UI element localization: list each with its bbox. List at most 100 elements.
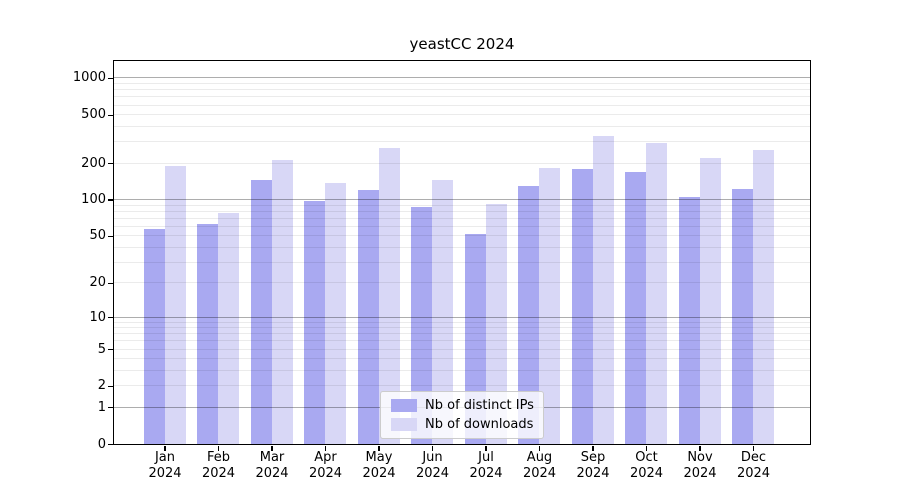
bar-distinct-ips-jun — [411, 206, 432, 444]
y-tick-mark-10 — [107, 316, 113, 319]
y-tick-mark-20 — [107, 282, 113, 284]
y-tick-label-200: 200 — [81, 155, 106, 171]
bar-downloads-feb — [218, 213, 239, 444]
bar-distinct-ips-feb — [197, 223, 218, 444]
x-tick-label-apr: Apr 2024 — [308, 450, 343, 481]
minor-gridline-4 — [113, 358, 810, 360]
y-tick-mark-200 — [107, 162, 113, 165]
x-tick-label-dec: Dec 2024 — [736, 450, 771, 481]
plot-area — [112, 59, 811, 445]
bar-distinct-ips-apr — [304, 201, 325, 444]
bar-distinct-ips-aug — [518, 186, 539, 444]
bar-downloads-jul — [485, 203, 507, 444]
minor-gridline-5 — [113, 348, 810, 350]
minor-gridline-8 — [113, 327, 810, 329]
x-tick-label-mar: Mar 2024 — [255, 450, 289, 481]
x-tick-label-jul: Jul 2024 — [469, 450, 503, 481]
y-tick-mark-1 — [107, 407, 113, 409]
x-tick-mark-jul — [485, 446, 487, 451]
y-tick-label-1000: 1000 — [72, 70, 106, 86]
minor-gridline-6 — [113, 340, 810, 342]
x-tick-mark-may — [378, 446, 380, 451]
minor-gridline-50 — [113, 235, 810, 237]
bar-downloads-oct — [646, 142, 667, 444]
x-tick-label-sep: Sep 2024 — [576, 450, 610, 481]
minor-gridline-600 — [113, 104, 810, 106]
y-tick-label-100: 100 — [81, 192, 106, 207]
legend-swatch-distinct-ips — [391, 399, 417, 412]
y-tick-label-50: 50 — [89, 228, 106, 244]
minor-gridline-700 — [113, 96, 810, 98]
y-tick-label-1: 1 — [97, 399, 106, 415]
x-tick-label-aug: Aug 2024 — [522, 450, 557, 481]
x-tick-mark-sep — [592, 446, 594, 451]
bar-downloads-aug — [539, 168, 560, 444]
y-tick-label-500: 500 — [81, 107, 106, 123]
x-tick-mark-feb — [217, 446, 220, 451]
y-tick-label-20: 20 — [89, 275, 106, 291]
y-tick-label-0: 0 — [97, 436, 106, 452]
minor-gridline-20 — [113, 282, 810, 284]
bar-downloads-apr — [325, 183, 346, 444]
bar-distinct-ips-sep — [571, 169, 593, 444]
x-tick-mark-mar — [271, 446, 273, 451]
chart-title: yeastCC 2024 — [409, 35, 515, 53]
bar-downloads-may — [378, 148, 400, 444]
legend-swatch-downloads — [391, 418, 417, 431]
minor-gridline-60 — [113, 225, 810, 227]
minor-gridline-80 — [113, 210, 810, 212]
bar-downloads-dec — [753, 149, 774, 444]
x-tick-mark-nov — [699, 446, 701, 451]
minor-gridline-70 — [113, 217, 810, 219]
bar-distinct-ips-may — [357, 189, 379, 444]
minor-gridline-500 — [113, 114, 810, 116]
minor-gridline-30 — [113, 261, 810, 263]
x-tick-mark-apr — [324, 446, 327, 451]
minor-gridline-90 — [113, 204, 810, 206]
minor-gridline-200 — [113, 162, 810, 164]
bar-distinct-ips-nov — [678, 196, 700, 444]
x-tick-mark-oct — [645, 446, 648, 451]
bar-downloads-nov — [699, 158, 721, 444]
x-tick-mark-jun — [431, 446, 434, 451]
bar-downloads-mar — [271, 159, 293, 444]
x-tick-label-may: May 2024 — [362, 450, 396, 481]
bar-distinct-ips-dec — [732, 188, 753, 444]
y-tick-label-2: 2 — [97, 378, 106, 394]
y-tick-label-5: 5 — [97, 341, 106, 357]
major-gridline-100 — [113, 199, 810, 200]
legend-entry-distinct-ips: Nb of distinct IPs — [391, 398, 535, 413]
x-tick-label-nov: Nov 2024 — [683, 450, 717, 481]
bar-distinct-ips-oct — [625, 172, 646, 444]
y-tick-mark-1000 — [107, 77, 113, 79]
y-tick-mark-2 — [107, 385, 113, 387]
legend-label-downloads: Nb of downloads — [425, 417, 534, 432]
x-tick-label-jan: Jan 2024 — [148, 450, 182, 481]
minor-gridline-2 — [113, 385, 810, 387]
y-tick-mark-0 — [107, 443, 113, 446]
minor-gridline-3 — [113, 370, 810, 371]
minor-gridline-400 — [113, 125, 810, 127]
y-tick-mark-500 — [107, 114, 113, 116]
bar-downloads-jan — [164, 165, 186, 444]
bar-distinct-ips-mar — [250, 179, 272, 444]
major-gridline-1000 — [113, 77, 810, 79]
bar-distinct-ips-jan — [143, 228, 165, 444]
x-tick-label-jun: Jun 2024 — [415, 450, 450, 481]
minor-gridline-300 — [113, 141, 810, 143]
minor-gridline-9 — [113, 321, 810, 323]
bar-downloads-sep — [592, 136, 614, 444]
x-tick-mark-dec — [752, 446, 755, 451]
minor-gridline-40 — [113, 246, 810, 248]
major-gridline-10 — [113, 316, 810, 318]
x-tick-mark-jan — [164, 446, 166, 451]
y-tick-mark-50 — [107, 235, 113, 237]
legend-entry-downloads: Nb of downloads — [391, 417, 535, 432]
y-tick-mark-5 — [107, 349, 113, 351]
minor-gridline-900 — [113, 83, 810, 84]
minor-gridline-800 — [113, 89, 810, 91]
minor-gridline-7 — [113, 333, 810, 335]
x-tick-label-feb: Feb 2024 — [201, 450, 236, 481]
legend-label-distinct-ips: Nb of distinct IPs — [425, 398, 534, 413]
